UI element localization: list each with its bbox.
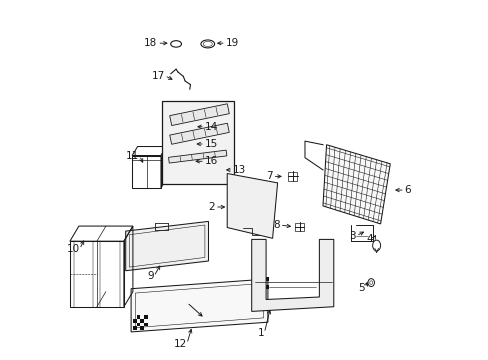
Text: 6: 6 [404,185,410,195]
Polygon shape [144,323,148,326]
Polygon shape [140,326,144,330]
Text: 4: 4 [366,234,373,244]
Text: 11: 11 [126,150,139,161]
Polygon shape [169,104,229,126]
Polygon shape [322,145,389,224]
Text: 19: 19 [225,38,239,48]
Text: 14: 14 [204,122,218,132]
Text: 12: 12 [173,339,186,349]
Polygon shape [251,239,333,311]
Polygon shape [265,277,269,281]
Polygon shape [254,281,258,285]
Polygon shape [227,174,277,238]
Text: 9: 9 [147,271,153,282]
Polygon shape [144,315,148,319]
Text: 3: 3 [349,231,355,241]
Polygon shape [133,319,137,323]
Polygon shape [168,150,226,163]
Polygon shape [261,289,265,292]
Text: 10: 10 [66,244,80,254]
Polygon shape [258,277,261,281]
Polygon shape [254,289,258,292]
Polygon shape [265,285,269,289]
Polygon shape [131,279,267,332]
Text: 16: 16 [204,156,218,166]
Polygon shape [169,123,229,144]
Text: 5: 5 [358,283,365,293]
Text: 18: 18 [144,38,157,48]
Text: 2: 2 [208,202,215,212]
Polygon shape [261,281,265,285]
Polygon shape [140,319,144,323]
Polygon shape [258,285,261,289]
Bar [162,101,233,184]
Polygon shape [137,315,140,319]
Polygon shape [133,326,137,330]
Text: 8: 8 [273,220,279,230]
Text: 13: 13 [232,165,246,175]
Text: 7: 7 [265,171,272,181]
Text: 15: 15 [204,139,218,149]
Polygon shape [125,221,208,271]
Text: 17: 17 [151,71,164,81]
Polygon shape [137,323,140,326]
Text: 1: 1 [257,328,264,338]
